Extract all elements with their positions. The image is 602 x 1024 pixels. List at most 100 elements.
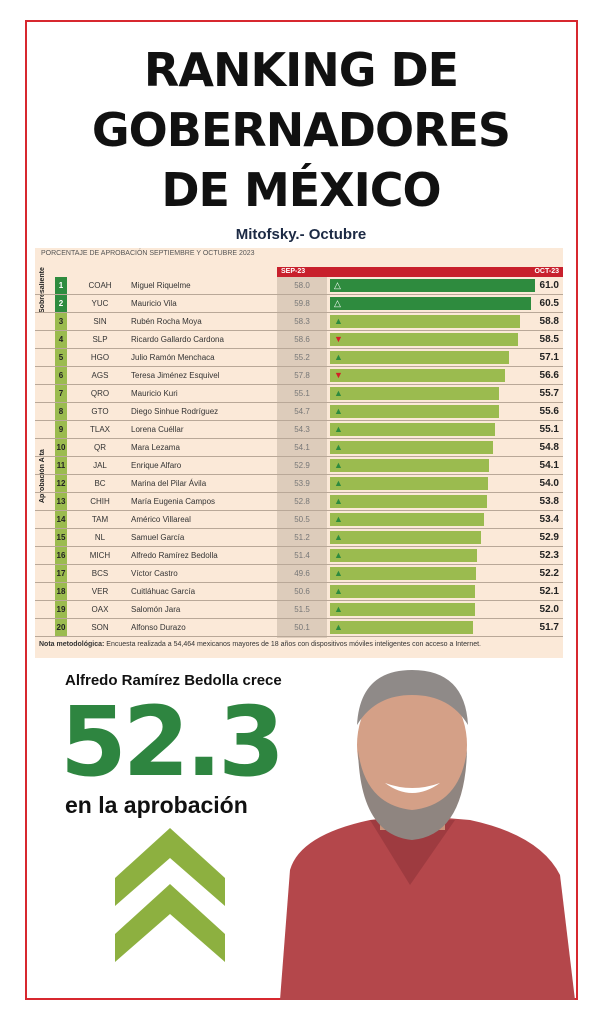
sep-value: 53.9	[294, 479, 310, 488]
table-row: 13 CHIH María Eugenia Campos 52.8 ▲ 53.8	[35, 493, 563, 511]
sep-value: 50.1	[294, 623, 310, 632]
sep-value: 55.2	[294, 353, 310, 362]
table-row: 5 HGO Julio Ramón Menchaca 55.2 ▲ 57.1	[35, 349, 563, 367]
trend-up-icon: ▲	[334, 442, 343, 452]
rank: 4	[55, 331, 67, 348]
sep-value: 58.3	[294, 317, 310, 326]
governor-name: Samuel García	[131, 533, 185, 542]
governor-name: Julio Ramón Menchaca	[131, 353, 215, 362]
state: NL	[94, 533, 106, 542]
state: TAM	[91, 515, 109, 524]
trend-down-icon: ▼	[334, 370, 343, 380]
sep-value: 54.7	[294, 407, 310, 416]
sep-value: 50.6	[294, 587, 310, 596]
rank: 6	[55, 367, 67, 384]
table-row: 2 YUC Mauricio Vila 59.8 △ 60.5	[35, 295, 563, 313]
oct-value: 54.0	[539, 478, 559, 489]
rank: 19	[55, 601, 67, 618]
table-row: 10 QR Mara Lezama 54.1 ▲ 54.8	[35, 439, 563, 457]
oct-value: 53.8	[539, 496, 559, 507]
oct-bar	[330, 351, 509, 364]
state: VER	[91, 587, 109, 596]
state: BCS	[91, 569, 109, 578]
table-rows: 1 COAH Miguel Riquelme 58.0 △ 61.0 2 YUC …	[35, 277, 563, 637]
oct-value: 60.5	[539, 298, 559, 309]
sep-value: 58.0	[294, 281, 310, 290]
title-line: GOBERNADORES	[91, 103, 511, 157]
sep-value: 49.6	[294, 569, 310, 578]
sep-value: 55.1	[294, 389, 310, 398]
table-row: 11 JAL Enrique Alfaro 52.9 ▲ 54.1	[35, 457, 563, 475]
table-row: 3 SIN Rubén Rocha Moya 58.3 ▲ 58.8	[35, 313, 563, 331]
oct-value: 52.3	[539, 550, 559, 561]
double-chevron-up-icon	[115, 828, 225, 962]
state: YUC	[91, 299, 109, 308]
trend-up-icon: ▲	[334, 586, 343, 596]
rank: 2	[55, 295, 67, 312]
oct-bar	[330, 297, 532, 310]
header-oct: OCT-23	[327, 267, 563, 277]
oct-bar	[330, 423, 496, 436]
table-row: 15 NL Samuel García 51.2 ▲ 52.9	[35, 529, 563, 547]
trend-up-icon: ▲	[334, 622, 343, 632]
sep-value: 54.1	[294, 443, 310, 452]
table-row: 20 SON Alfonso Durazo 50.1 ▲ 51.7	[35, 619, 563, 637]
oct-bar	[330, 621, 473, 634]
title-line: RANKING DE	[143, 43, 459, 97]
table-row: 8 GTO Diego Sinhue Rodríguez 54.7 ▲ 55.6	[35, 403, 563, 421]
trend-up-icon: ▲	[334, 550, 343, 560]
oct-value: 54.8	[539, 442, 559, 453]
table-row: 7 QRO Mauricio Kuri 55.1 ▲ 55.7	[35, 385, 563, 403]
trend-up-icon: ▲	[334, 460, 343, 470]
trend-up-icon: ▲	[334, 424, 343, 434]
trend-up-icon: ▲	[334, 496, 343, 506]
highlight-caption: en la aprobación	[65, 792, 248, 818]
table-row: 17 BCS Víctor Castro 49.6 ▲ 52.2	[35, 565, 563, 583]
oct-value: 52.0	[539, 604, 559, 615]
governor-name: Ricardo Gallardo Cardona	[131, 335, 224, 344]
state: SIN	[93, 317, 107, 326]
oct-bar	[330, 477, 489, 490]
state: SON	[91, 623, 109, 632]
rank: 1	[55, 277, 67, 294]
oct-bar	[330, 387, 500, 400]
state: TLAX	[89, 425, 110, 434]
governor-name: Mauricio Kuri	[131, 389, 178, 398]
state: SLP	[92, 335, 108, 344]
rank: 3	[55, 313, 67, 330]
rank: 15	[55, 529, 67, 546]
trend-up-icon: ▲	[334, 406, 343, 416]
oct-value: 61.0	[539, 280, 559, 291]
governor-name: Alfonso Durazo	[131, 623, 186, 632]
state: AGS	[91, 371, 109, 380]
trend-up-icon: ▲	[334, 352, 343, 362]
governor-name: Cuitláhuac García	[131, 587, 196, 596]
trend-up-icon: ▲	[334, 478, 343, 488]
oct-value: 55.7	[539, 388, 559, 399]
governor-name: Rubén Rocha Moya	[131, 317, 202, 326]
rank: 7	[55, 385, 67, 402]
oct-value: 56.6	[539, 370, 559, 381]
state: QR	[94, 443, 106, 452]
table-row: 4 SLP Ricardo Gallardo Cardona 58.6 ▼ 58…	[35, 331, 563, 349]
oct-bar	[330, 567, 477, 580]
table-row: 12 BC Marina del Pilar Ávila 53.9 ▲ 54.0	[35, 475, 563, 493]
page-title: RANKING DE GOBERNADORES DE MÉXICO	[0, 40, 602, 220]
table-caption: Porcentaje de aprobación septiembre y oc…	[41, 250, 255, 257]
oct-value: 53.4	[539, 514, 559, 525]
governor-name: Diego Sinhue Rodríguez	[131, 407, 219, 416]
rank: 11	[55, 457, 67, 474]
sep-value: 51.2	[294, 533, 310, 542]
trend-down-icon: ▼	[334, 334, 343, 344]
governor-name: Miguel Riquelme	[131, 281, 191, 290]
sep-value: 59.8	[294, 299, 310, 308]
sep-value: 51.5	[294, 605, 310, 614]
oct-bar	[330, 513, 485, 526]
oct-value: 55.1	[539, 424, 559, 435]
sep-value: 54.3	[294, 425, 310, 434]
rank: 5	[55, 349, 67, 366]
trend-up-icon: △	[334, 298, 341, 308]
table-row: 9 TLAX Lorena Cuéllar 54.3 ▲ 55.1	[35, 421, 563, 439]
rank: 20	[55, 619, 67, 636]
oct-bar	[330, 549, 477, 562]
